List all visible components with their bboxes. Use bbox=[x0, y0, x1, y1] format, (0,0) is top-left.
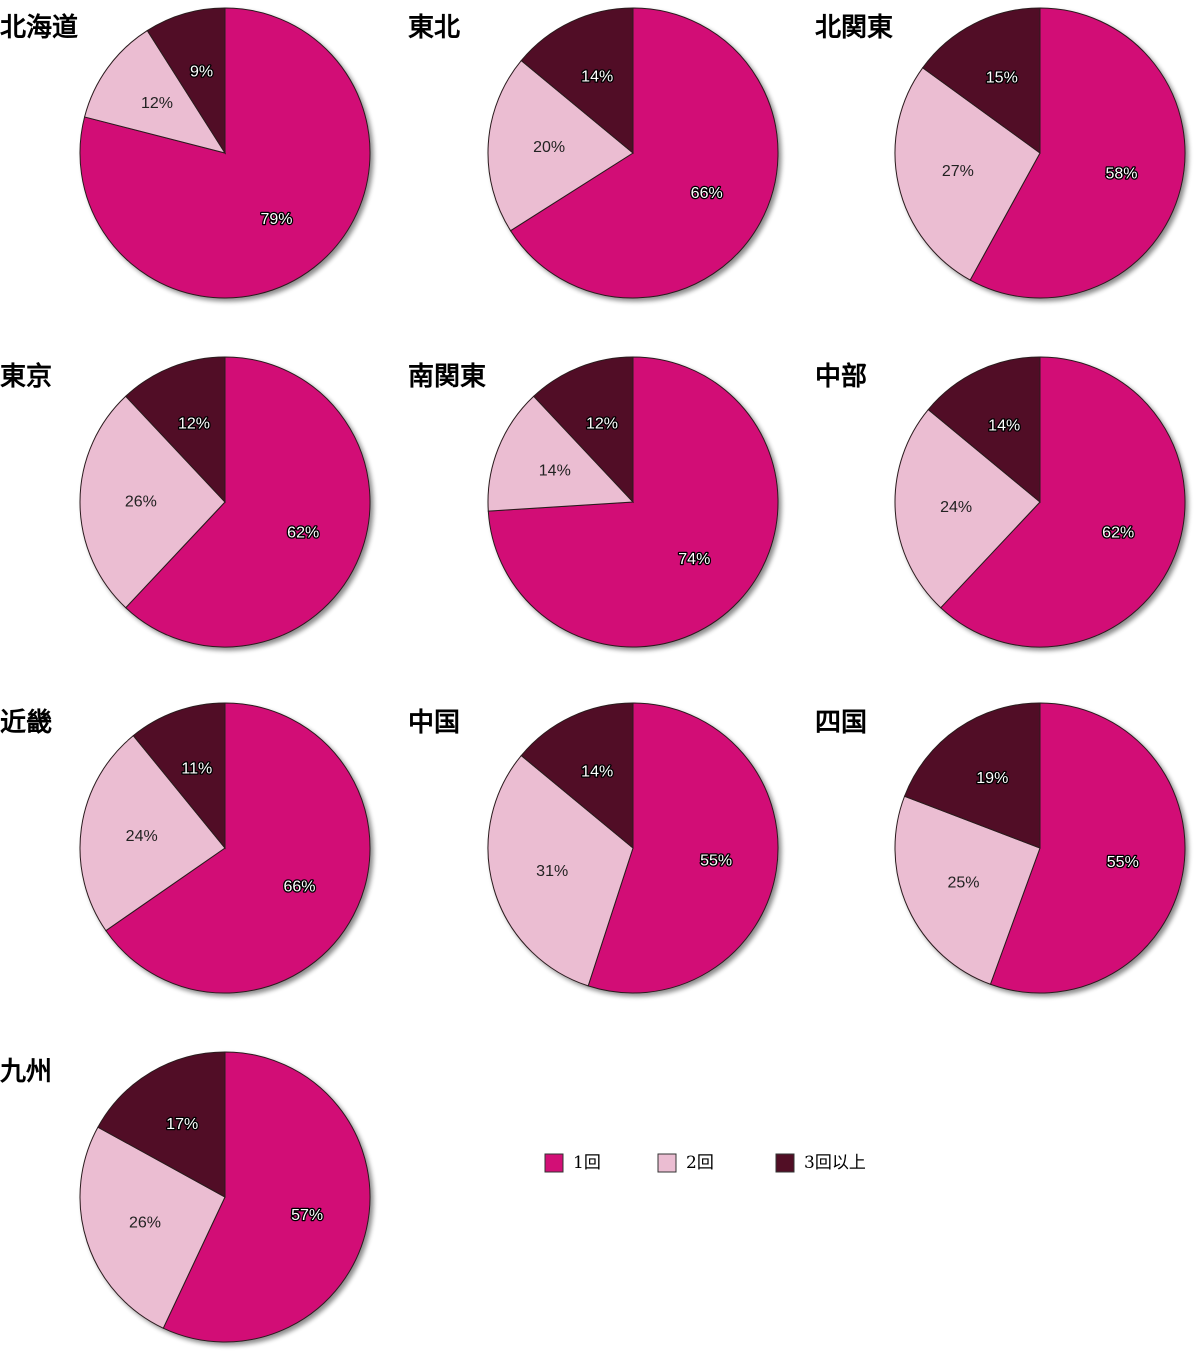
panel-title: 中部 bbox=[815, 362, 867, 392]
legend-item: 1回 bbox=[544, 1153, 601, 1173]
pie-panel: 南関東 74% 14% 12% bbox=[408, 356, 779, 648]
pie-value-label: 27% bbox=[942, 163, 974, 180]
pie-slice-once bbox=[162, 1051, 371, 1343]
pie-slice-twice bbox=[894, 795, 1041, 985]
legend-item: 2回 bbox=[657, 1153, 714, 1173]
pie-panel: 東京 62% 26% 12% bbox=[0, 356, 371, 648]
pie-value-label: 14% bbox=[539, 463, 571, 480]
pie bbox=[894, 702, 1186, 994]
legend-label: 3回以上 bbox=[804, 1153, 866, 1173]
pie bbox=[79, 356, 371, 648]
pie-slice-twice bbox=[487, 59, 634, 232]
pie-value-label: 15% bbox=[986, 70, 1018, 87]
pie-panel: 近畿 66% 24% 11% bbox=[0, 702, 371, 994]
pie bbox=[487, 356, 779, 648]
pie-panel: 中部 62% 24% 14% bbox=[815, 356, 1186, 648]
pie-value-label: 58% bbox=[1105, 165, 1137, 182]
pie-value-label: 14% bbox=[581, 68, 613, 85]
pie-slice-once bbox=[105, 702, 371, 994]
pie-panel: 北関東 58% 27% 15% bbox=[815, 7, 1186, 299]
panel-title: 九州 bbox=[0, 1057, 52, 1087]
pie-value-label: 62% bbox=[287, 525, 319, 542]
pie-slice-three-plus bbox=[146, 7, 226, 155]
pie-value-label: 20% bbox=[533, 139, 565, 156]
pie-value-label: 12% bbox=[586, 415, 618, 432]
pie-slice-twice bbox=[894, 67, 1041, 281]
pie-value-label: 24% bbox=[126, 828, 158, 845]
panel-title: 近畿 bbox=[0, 708, 52, 738]
pie-value-label: 12% bbox=[178, 415, 210, 432]
pie-slice-once bbox=[989, 702, 1186, 994]
pie-value-label: 17% bbox=[166, 1116, 198, 1133]
pie-slice-three-plus bbox=[520, 702, 634, 850]
panel-title: 四国 bbox=[815, 708, 867, 738]
pie-value-label: 55% bbox=[1107, 854, 1139, 871]
pie-slice-once bbox=[509, 7, 779, 299]
pie-value-label: 62% bbox=[1102, 525, 1134, 542]
pie-slice-twice bbox=[487, 395, 635, 512]
pie-slice-twice bbox=[487, 754, 634, 987]
pie-value-label: 19% bbox=[976, 770, 1008, 787]
pie-slice-once bbox=[969, 7, 1186, 299]
pie bbox=[894, 356, 1186, 648]
panel-title: 北海道 bbox=[0, 12, 78, 43]
pie bbox=[79, 702, 371, 994]
pie-value-label: 79% bbox=[260, 211, 292, 228]
pie-value-label: 25% bbox=[947, 874, 979, 891]
pie-panel: 北海道 79% 12% 9% bbox=[0, 7, 371, 299]
pie-slice-twice bbox=[79, 734, 226, 932]
pie-slice-three-plus bbox=[927, 356, 1041, 504]
pie-value-label: 66% bbox=[691, 185, 723, 202]
legend-swatch bbox=[775, 1153, 795, 1173]
pie-slice-three-plus bbox=[921, 7, 1041, 154]
pie bbox=[79, 7, 371, 299]
pie bbox=[487, 702, 779, 994]
pie bbox=[894, 7, 1186, 299]
pie-slice-three-plus bbox=[903, 702, 1041, 849]
pie-slice-three-plus bbox=[132, 702, 226, 850]
pie-panel: 中国 55% 31% 14% bbox=[408, 702, 779, 994]
pie-panels: 北海道 79% 12% 9% 東北 66% 20% 14% 北関東 58% 27% 15% 東京 62% 2… bbox=[0, 7, 1186, 1343]
panel-title: 北関東 bbox=[815, 13, 893, 43]
pie-slice-three-plus bbox=[97, 1051, 226, 1198]
pie-panel: 東北 66% 20% 14% bbox=[408, 7, 779, 299]
pie-value-label: 14% bbox=[581, 763, 613, 780]
pie-slice-twice bbox=[79, 395, 226, 609]
pie-value-label: 12% bbox=[141, 95, 173, 112]
pie-value-label: 9% bbox=[190, 64, 213, 81]
pie-value-label: 14% bbox=[988, 417, 1020, 434]
pie-slice-three-plus bbox=[125, 356, 226, 504]
panel-title: 東北 bbox=[408, 13, 460, 43]
legend-swatch bbox=[657, 1153, 677, 1173]
pie-slice-three-plus bbox=[520, 7, 634, 155]
pie-slice-once bbox=[940, 356, 1186, 648]
panel-title: 東京 bbox=[0, 361, 52, 392]
pie-value-label: 31% bbox=[536, 863, 568, 880]
pie-value-label: 26% bbox=[129, 1215, 161, 1232]
legend-label: 2回 bbox=[686, 1153, 714, 1173]
pie-slice-once bbox=[125, 356, 371, 648]
pie-panel: 九州 57% 26% 17% bbox=[0, 1051, 371, 1343]
pie-value-label: 55% bbox=[700, 853, 732, 870]
pie-slice-twice bbox=[894, 408, 1041, 609]
pie bbox=[79, 1051, 371, 1343]
pie-value-label: 57% bbox=[291, 1207, 323, 1224]
legend-swatch bbox=[544, 1153, 564, 1173]
pie bbox=[487, 7, 779, 299]
legend-label: 1回 bbox=[573, 1153, 601, 1173]
panel-title: 南関東 bbox=[408, 362, 486, 392]
pie-slice-once bbox=[587, 702, 779, 994]
legend-item: 3回以上 bbox=[775, 1153, 866, 1173]
pie-value-label: 74% bbox=[678, 551, 710, 568]
pie-slice-three-plus bbox=[533, 356, 634, 504]
pie-value-label: 11% bbox=[181, 760, 212, 777]
pie-value-label: 66% bbox=[283, 879, 315, 896]
pie-panel: 四国 55% 25% 19% bbox=[815, 702, 1186, 994]
pie-value-label: 26% bbox=[125, 494, 157, 511]
pie-value-label: 24% bbox=[940, 499, 972, 516]
pie-slice-twice bbox=[83, 29, 227, 154]
legend: 1回 2回 3回以上 bbox=[544, 1153, 866, 1173]
panel-title: 中国 bbox=[408, 708, 460, 738]
